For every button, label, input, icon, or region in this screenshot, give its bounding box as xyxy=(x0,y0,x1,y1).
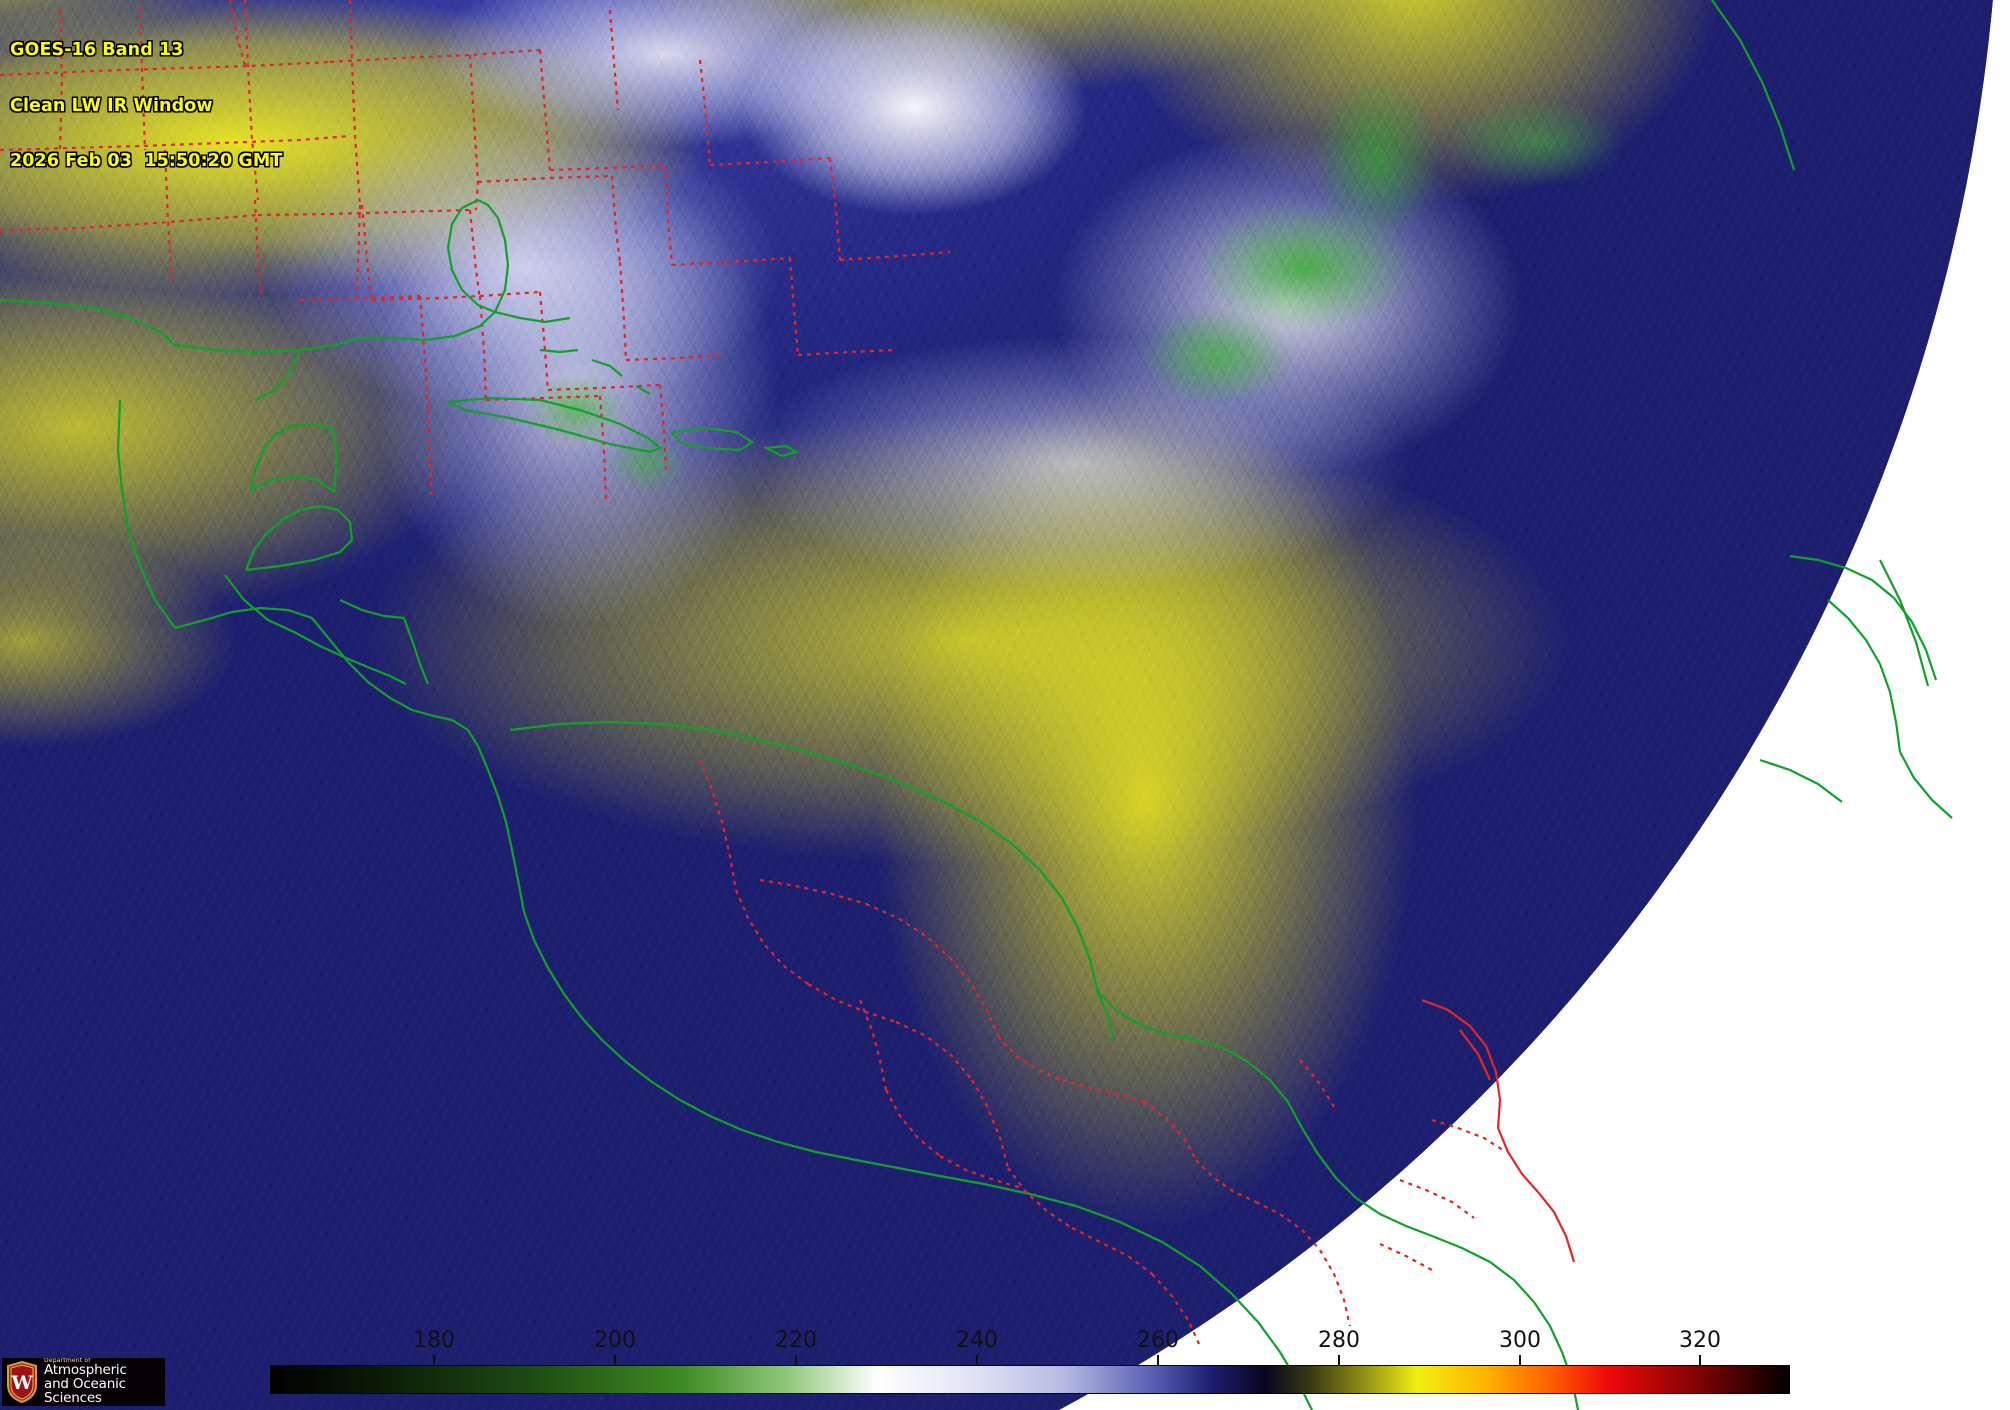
colorbar-gradient xyxy=(271,1366,1789,1393)
logo-oceanic-line: and Oceanic Sciences xyxy=(44,1376,126,1406)
product-title-block: GOES-16 Band 13 Clean LW IR Window 2026 … xyxy=(10,4,282,208)
title-line-channel: Clean LW IR Window xyxy=(10,95,213,116)
title-line-satellite: GOES-16 Band 13 xyxy=(10,40,184,61)
logo-department-line: Department of xyxy=(44,1358,91,1365)
temperature-colorbar[interactable] xyxy=(270,1365,1790,1394)
uw-aos-logo: W Department of Atmospheric and Oceanic … xyxy=(2,1358,165,1406)
title-line-timestamp: 2026 Feb 03 15:50:20 GMT xyxy=(10,151,283,172)
uw-aos-logo-text: Department of Atmospheric and Oceanic Sc… xyxy=(44,1358,165,1405)
uw-crest-icon: W xyxy=(5,1360,39,1404)
svg-text:W: W xyxy=(10,1372,33,1394)
logo-atmospheric-line: Atmospheric xyxy=(44,1362,127,1379)
